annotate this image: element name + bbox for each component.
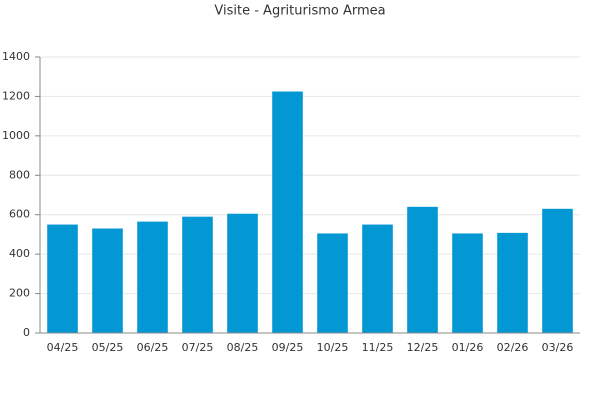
x-tick-label: 08/25	[227, 341, 259, 354]
y-tick-label: 1400	[2, 50, 30, 63]
y-tick-label: 400	[9, 247, 30, 260]
bar	[272, 91, 303, 333]
x-tick-label: 05/25	[92, 341, 124, 354]
bar	[542, 208, 573, 333]
x-tick-label: 01/26	[452, 341, 484, 354]
bar	[362, 224, 393, 333]
x-tick-label: 07/25	[182, 341, 214, 354]
x-tick-label: 10/25	[317, 341, 349, 354]
x-tick-label: 03/26	[542, 341, 574, 354]
x-tick-label: 12/25	[407, 341, 439, 354]
bar	[47, 224, 78, 333]
x-tick-label: 02/26	[497, 341, 529, 354]
chart-title: Visite - Agriturismo Armea	[214, 4, 385, 19]
x-tick-label: 09/25	[272, 341, 304, 354]
x-tick-label: 06/25	[137, 341, 169, 354]
bar	[407, 206, 438, 333]
x-tick-label: 11/25	[362, 341, 394, 354]
bar	[317, 233, 348, 333]
y-tick-label: 800	[9, 168, 30, 181]
y-tick-label: 600	[9, 208, 30, 221]
bar	[137, 221, 168, 333]
bar	[227, 213, 258, 333]
bar	[182, 216, 213, 333]
bar	[452, 233, 483, 333]
x-tick-label: 04/25	[47, 341, 79, 354]
y-tick-label: 1000	[2, 129, 30, 142]
y-tick-label: 1200	[2, 89, 30, 102]
bar	[497, 232, 528, 333]
y-tick-label: 200	[9, 287, 30, 300]
y-tick-label: 0	[23, 326, 30, 339]
bar	[92, 228, 123, 333]
